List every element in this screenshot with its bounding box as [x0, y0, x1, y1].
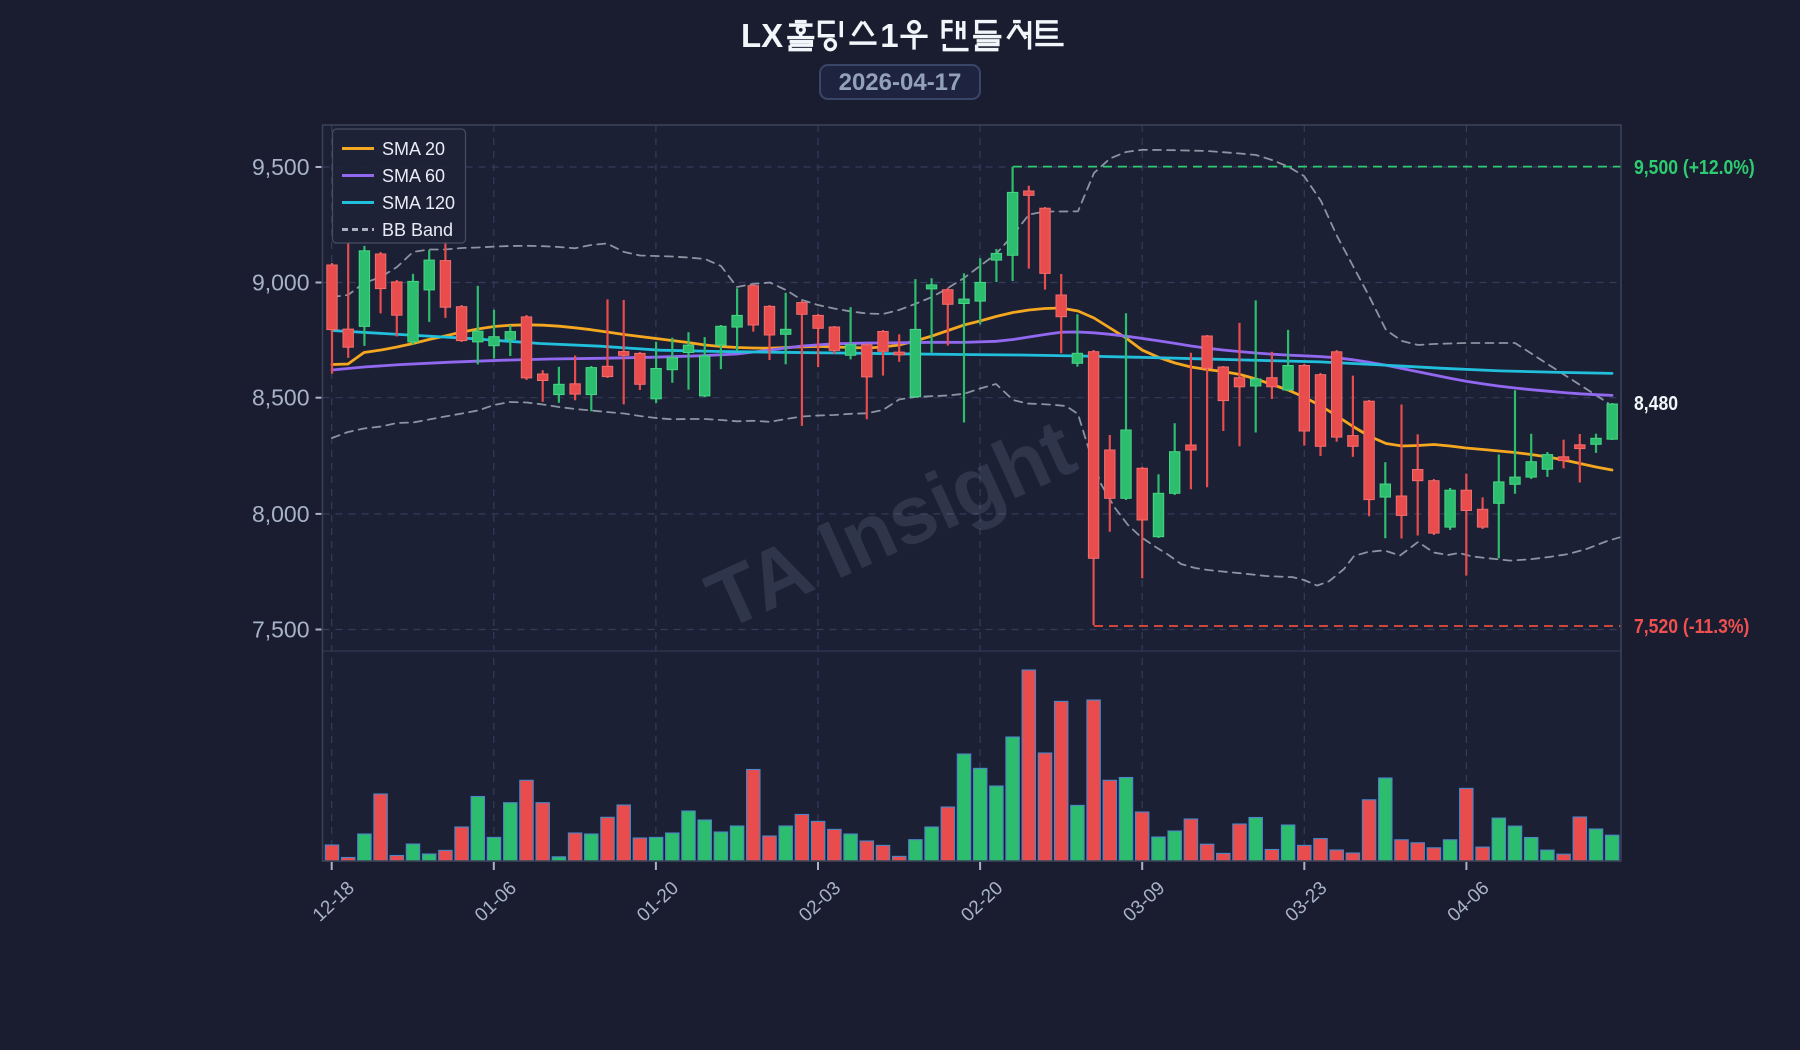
svg-text:8,480: 8,480 — [1634, 392, 1678, 414]
svg-text:9,500 (+12.0%): 9,500 (+12.0%) — [1634, 156, 1755, 178]
svg-text:8,000: 8,000 — [252, 501, 310, 527]
svg-text:9,000: 9,000 — [252, 270, 310, 296]
svg-text:SMA 20: SMA 20 — [382, 139, 445, 159]
svg-text:SMA 120: SMA 120 — [382, 193, 455, 213]
svg-text:SMA 60: SMA 60 — [382, 166, 445, 186]
svg-text:LX: LX — [741, 17, 783, 54]
svg-text:BB Band: BB Band — [382, 220, 453, 240]
svg-text:9,500: 9,500 — [252, 154, 310, 180]
svg-text:8,500: 8,500 — [252, 385, 310, 411]
svg-text:2026-04-17: 2026-04-17 — [839, 69, 962, 96]
svg-text:1: 1 — [880, 17, 898, 54]
svg-text:7,500: 7,500 — [252, 617, 310, 643]
svg-text:7,520 (-11.3%): 7,520 (-11.3%) — [1634, 615, 1749, 637]
